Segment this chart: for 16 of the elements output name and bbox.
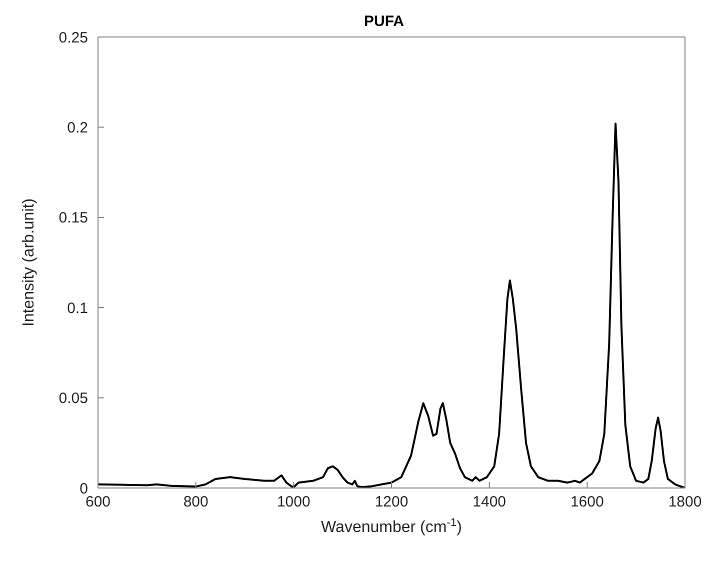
x-tick-label: 1000 [276,494,310,511]
x-tick-label: 1400 [472,494,506,511]
y-tick-label: 0 [80,480,88,498]
x-tick-label: 1800 [668,494,702,511]
x-tick-label: 1200 [374,494,408,511]
y-tick-label: 0.05 [58,390,88,408]
chart-title: PUFA [364,13,404,30]
x-tick-label: 1600 [570,494,604,511]
x-tick-label: 600 [85,494,111,511]
y-tick-label: 0.1 [67,300,88,317]
y-tick-label: 0.15 [58,210,88,227]
x-axis-title: Wavenumber (cm$^{-1}$) [321,517,462,536]
x-tick-label: 800 [183,494,208,511]
y-tick-label: 0.25 [58,29,88,46]
y-tick-label: 0.2 [67,120,88,137]
y-axis-title: Intensity (arb.unit) [20,198,38,327]
